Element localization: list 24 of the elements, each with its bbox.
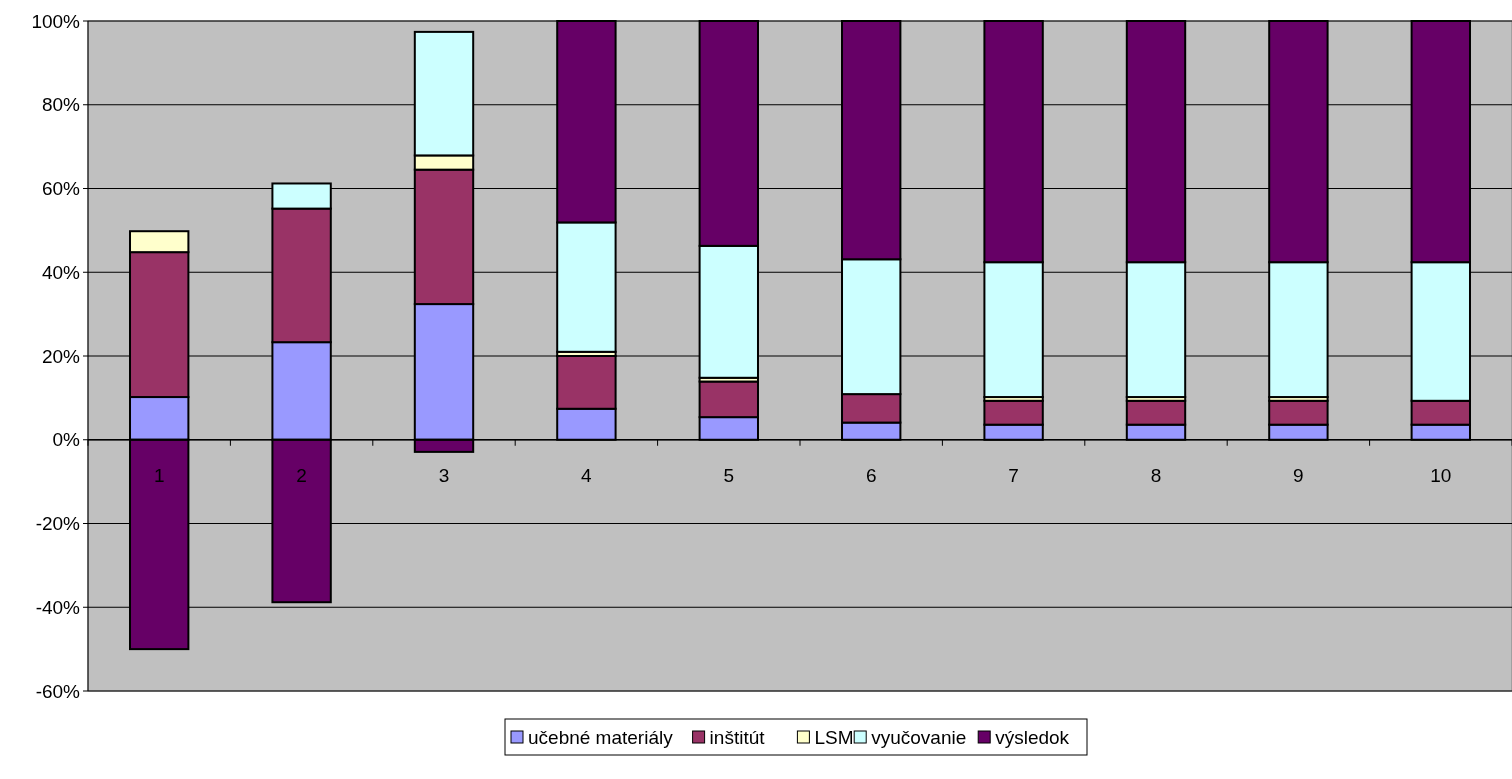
y-tick-label: -60% [35,680,81,702]
legend-label: učebné materiály [528,726,674,748]
y-tick-label: 0% [52,429,81,451]
legend-label: inštitút [709,726,766,748]
legend-label: LSM [814,726,854,748]
x-tick-label: 2 [296,464,307,486]
y-tick-label: 60% [41,178,81,200]
x-tick-label: 10 [1430,464,1452,486]
x-tick-label: 8 [1150,464,1162,486]
y-tick-label: 100% [31,10,81,32]
x-tick-label: 1 [153,464,165,486]
x-tick-label: 9 [1293,464,1304,486]
x-tick-label: 6 [865,464,877,486]
legend-label: vyučovanie [871,726,967,748]
y-tick-label: 80% [41,94,81,116]
y-tick-label: 20% [41,345,81,367]
x-tick-label: 5 [723,464,735,486]
x-tick-label: 7 [1008,464,1019,486]
legend-label: výsledok [995,726,1070,748]
x-tick-label: 4 [581,464,593,486]
y-tick-label: -40% [35,596,81,618]
x-tick-label: 3 [438,464,450,486]
y-tick-label: 40% [41,261,81,283]
y-tick-label: -20% [35,513,81,535]
